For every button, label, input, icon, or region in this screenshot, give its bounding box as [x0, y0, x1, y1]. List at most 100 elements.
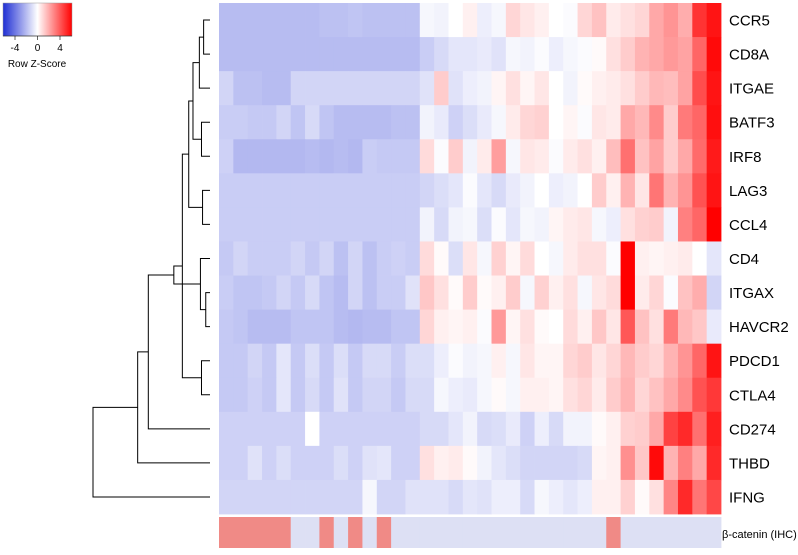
- heatmap-cell: [405, 173, 421, 208]
- heatmap-cell: [606, 377, 621, 413]
- heatmap-cell: [520, 37, 535, 72]
- heatmap-cell: [247, 105, 263, 140]
- heatmap-cell: [247, 309, 263, 345]
- heatmap-cell: [290, 105, 306, 140]
- heatmap-cell: [362, 37, 378, 72]
- heatmap-cell: [290, 173, 306, 208]
- heatmap-cell: [505, 105, 521, 140]
- heatmap-cell: [692, 275, 708, 310]
- heatmap-cell: [477, 479, 492, 515]
- heatmap-cell: [649, 37, 665, 72]
- heatmap-cell: [448, 445, 464, 481]
- heatmap-cell: [692, 71, 708, 106]
- heatmap-cell: [233, 105, 249, 140]
- heatmap-cell: [591, 105, 607, 140]
- heatmap-cell: [348, 411, 363, 447]
- heatmap-cell: [233, 343, 249, 379]
- heatmap-cell: [548, 173, 564, 208]
- heatmap-cell: [376, 411, 392, 447]
- annotation-cell: [706, 517, 722, 548]
- heatmap-cell: [262, 377, 277, 413]
- heatmap-cell: [305, 139, 320, 174]
- heatmap-cell: [577, 343, 593, 379]
- heatmap-cell: [577, 445, 593, 481]
- heatmap-cell: [405, 275, 421, 310]
- heatmap-cell: [333, 445, 349, 481]
- heatmap-cell: [534, 173, 550, 208]
- heatmap-cell: [319, 309, 335, 345]
- heatmap-cell: [620, 139, 636, 174]
- dendrogram-branch: [202, 189, 210, 225]
- heatmap-cell: [520, 207, 535, 242]
- heatmap-cell: [391, 479, 406, 515]
- heatmap-cell: [247, 445, 263, 481]
- heatmap-cell: [491, 105, 507, 140]
- heatmap-cell: [649, 411, 665, 447]
- heatmap-cell: [477, 241, 492, 276]
- heatmap-cell: [591, 207, 607, 242]
- heatmap-cell: [677, 411, 693, 447]
- heatmap-cell: [333, 241, 349, 276]
- heatmap-cell: [548, 411, 564, 447]
- heatmap-cell: [649, 241, 665, 276]
- heatmap-cell: [319, 411, 335, 447]
- heatmap-cell: [520, 377, 535, 413]
- heatmap-cell: [505, 275, 521, 310]
- heatmap-cell: [706, 37, 722, 72]
- annotation-cell: [434, 517, 449, 548]
- gene-label: CTLA4: [729, 387, 776, 404]
- heatmap-cell: [462, 3, 478, 38]
- heatmap-cell: [448, 37, 464, 72]
- annotation-cell: [290, 517, 306, 548]
- heatmap-cell: [548, 139, 564, 174]
- gene-labels: CCR5 CD8A ITGAE BATF3 IRF8 LAG3 CCL4 CD4 ITGAX HA…: [729, 13, 789, 507]
- heatmap-cell: [305, 105, 320, 140]
- heatmap-cell: [677, 37, 693, 72]
- heatmap-cell: [649, 207, 665, 242]
- heatmap-cell: [520, 139, 535, 174]
- heatmap-cell: [290, 377, 306, 413]
- heatmap-cell: [348, 241, 363, 276]
- annotation-cell: [534, 517, 550, 548]
- heatmap-cell: [419, 207, 435, 242]
- heatmap-cell: [434, 37, 449, 72]
- heatmap-cell: [319, 241, 335, 276]
- heatmap-cell: [434, 343, 449, 379]
- heatmap-cell: [548, 309, 564, 345]
- heatmap-cell: [520, 3, 535, 38]
- heatmap-cell: [563, 241, 578, 276]
- heatmap-cell: [219, 241, 234, 276]
- heatmap-cell: [262, 3, 277, 38]
- heatmap-cell: [663, 377, 679, 413]
- heatmap-cell: [491, 309, 507, 345]
- heatmap-cell: [276, 241, 292, 276]
- heatmap-cell: [376, 343, 392, 379]
- heatmap-cell: [477, 411, 492, 447]
- heatmap-cell: [419, 343, 435, 379]
- heatmap-cell: [348, 275, 363, 310]
- heatmap-cell: [376, 207, 392, 242]
- heatmap-cell: [405, 139, 421, 174]
- heatmap-cell: [677, 105, 693, 140]
- heatmap-cell: [706, 309, 722, 345]
- heatmap-cell: [692, 173, 708, 208]
- heatmap-cell: [434, 241, 449, 276]
- heatmap-cell: [219, 173, 234, 208]
- heatmap-cell: [634, 275, 650, 310]
- dendrogram-branch: [92, 406, 210, 498]
- gene-label: HAVCR2: [729, 319, 789, 336]
- heatmap-cell: [376, 173, 392, 208]
- gene-label: CCL4: [729, 217, 767, 234]
- heatmap-cell: [649, 173, 665, 208]
- heatmap-cell: [391, 411, 406, 447]
- heatmap-cell: [505, 309, 521, 345]
- heatmap-cell: [520, 105, 535, 140]
- heatmap-cell: [362, 309, 378, 345]
- heatmap-cell: [505, 343, 521, 379]
- annotation-cell: [677, 517, 693, 548]
- heatmap-cell: [391, 105, 406, 140]
- annotation-cell: [247, 517, 263, 548]
- heatmap-cell: [305, 3, 320, 38]
- heatmap-cell: [419, 445, 435, 481]
